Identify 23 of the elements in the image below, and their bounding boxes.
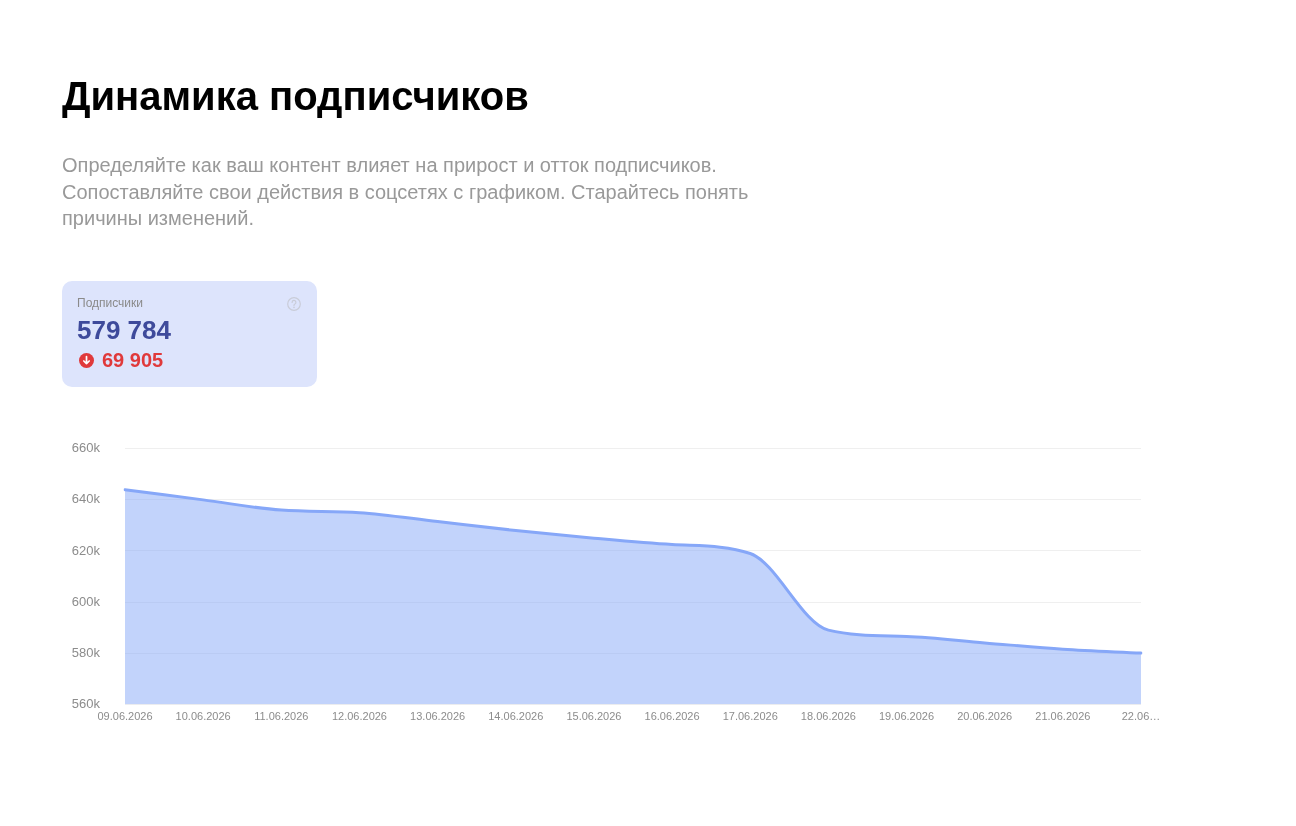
card: Подписчики 579 784 69 905 — [62, 281, 317, 387]
x-tick-label: 22.06… — [1121, 709, 1161, 722]
x-tick-label: 18.06.2026 — [800, 709, 856, 722]
y-tick-label: 580k — [71, 644, 101, 660]
x-tick-label: 10.06.2026 — [175, 709, 231, 722]
x-tick-label: 12.06.2026 — [331, 709, 387, 722]
x-tick-label: 16.06.2026 — [644, 709, 700, 722]
x-tick-label: 19.06.2026 — [879, 709, 935, 722]
y-tick-label: 560k — [71, 695, 101, 711]
x-tick-label: 14.06.2026 — [488, 709, 544, 722]
y-tick-label: 640k — [71, 491, 101, 507]
x-tick-label: 09.06.2026 — [97, 709, 153, 722]
y-tick-label: 660k — [71, 440, 101, 456]
x-tick-label: 21.06.2026 — [1035, 709, 1091, 722]
x-tick-label: 13.06.2026 — [410, 709, 466, 722]
chart-subtitle: Определяйте как ваш контент влияет на прирост и отток подписчиков. Сопоставляйте свои действия в соцсетях с графиком. Старайтесь понять причины изменений. — [62, 153, 750, 231]
x-tick-label: 11.06.2026 — [254, 709, 309, 722]
x-tick-label: 20.06.2026 — [957, 709, 1013, 722]
y-tick-label: 600k — [71, 593, 101, 609]
y-tick-label: 620k — [71, 542, 101, 558]
x-tick-label: 15.06.2026 — [566, 709, 622, 722]
x-tick-label: 17.06.2026 — [722, 709, 778, 722]
chart-title: Динамика подписчиков — [62, 73, 529, 120]
